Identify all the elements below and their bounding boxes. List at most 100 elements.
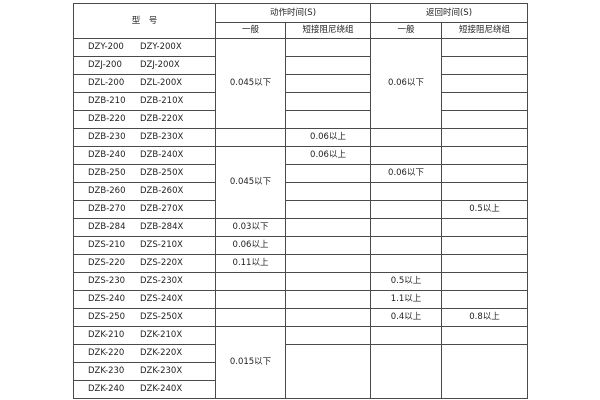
model-cell: DZB-260 DZB-260X [73, 182, 216, 201]
model-name-x: DZB-240X [140, 150, 184, 160]
model-name-x: DZB-284X [140, 222, 184, 232]
empty-cell [285, 218, 371, 237]
table-row: DZS-220 DZS-220X 0.11以上 [73, 254, 528, 273]
empty-cell [285, 236, 371, 255]
empty-cell [370, 218, 442, 237]
model-name: DZK-230 [88, 366, 125, 376]
time-value-cell: 0.4以上 [370, 308, 442, 327]
model-name: DZY-200 [88, 42, 124, 52]
table-row: DZB-284 DZB-284X 0.03以下 [73, 218, 528, 237]
empty-cell [215, 128, 286, 147]
model-cell: DZK-230 DZK-230X [73, 362, 216, 381]
time-value-cell: 1.1以上 [370, 290, 442, 309]
time-value-cell: 0.06以上 [215, 236, 286, 255]
empty-cell [441, 146, 528, 165]
table-row: DZB-220 DZB-220X [73, 110, 528, 129]
model-cell: DZS-230 DZS-230X [73, 272, 216, 291]
time-value-cell: 0.06以下 [370, 38, 442, 129]
model-name: DZK-240 [88, 384, 125, 394]
time-value-cell: 0.06以上 [285, 146, 371, 165]
model-cell: DZS-210 DZS-210X [73, 236, 216, 255]
table-row: DZJ-200 DZJ-200X [73, 56, 528, 75]
empty-cell [441, 110, 528, 129]
time-value-cell: 0.8以上 [441, 308, 528, 327]
header-return-time: 返回时间(S) [370, 3, 528, 23]
time-value-cell: 0.06以上 [285, 128, 371, 147]
empty-cell [285, 308, 371, 327]
model-cell: DZK-220 DZK-220X [73, 344, 216, 363]
model-name: DZJ-200 [88, 60, 122, 70]
model-name: DZS-210 [88, 240, 126, 250]
model-name-x: DZS-220X [140, 258, 183, 268]
model-name: DZS-240 [88, 294, 126, 304]
empty-cell [285, 272, 371, 291]
empty-cell [441, 38, 528, 57]
empty-cell [370, 236, 442, 255]
empty-cell [370, 128, 442, 147]
table-row: DZB-210 DZB-210X [73, 92, 528, 111]
model-name-x: DZB-250X [140, 168, 184, 178]
empty-cell [441, 182, 528, 201]
empty-cell [285, 182, 371, 201]
model-name-x: DZS-250X [140, 312, 183, 322]
model-cell: DZB-240 DZB-240X [73, 146, 216, 165]
model-cell: DZS-240 DZS-240X [73, 290, 216, 309]
model-cell: DZB-210 DZB-210X [73, 92, 216, 111]
empty-cell [441, 290, 528, 309]
model-name-x: DZS-210X [140, 240, 183, 250]
empty-cell [285, 326, 371, 345]
empty-cell [285, 254, 371, 273]
model-name-x: DZK-230X [140, 366, 183, 376]
header-model: 型 号 [73, 3, 216, 39]
table-row: DZY-200 DZY-200X 0.045以下 0.06以下 [73, 38, 528, 129]
model-name: DZS-250 [88, 312, 126, 322]
model-name-x: DZB-230X [140, 132, 184, 142]
model-cell: DZY-200 DZY-200X [73, 38, 216, 57]
empty-cell [285, 74, 371, 93]
model-name-x: DZL-200X [140, 78, 183, 88]
empty-cell [370, 182, 442, 201]
header-action-general: 一般 [215, 22, 286, 39]
model-name: DZK-210 [88, 330, 125, 340]
model-name: DZL-200 [88, 78, 125, 88]
model-cell: DZB-220 DZB-220X [73, 110, 216, 129]
model-name: DZB-230 [88, 132, 126, 142]
table-row: DZS-210 DZS-210X 0.06以上 [73, 236, 528, 255]
model-name: DZS-220 [88, 258, 126, 268]
time-value-cell: 0.03以下 [215, 218, 286, 237]
empty-cell [285, 164, 371, 183]
model-cell: DZB-230 DZB-230X [73, 128, 216, 147]
empty-cell [441, 272, 528, 291]
table-row: DZB-270 DZB-270X 0.5以上 [73, 200, 528, 219]
model-name: DZB-240 [88, 150, 126, 160]
empty-cell [441, 344, 528, 399]
model-name: DZB-220 [88, 114, 126, 124]
empty-cell [285, 38, 371, 57]
model-name: DZB-260 [88, 186, 126, 196]
table-row: DZK-240 DZK-240X [73, 380, 528, 399]
table-row: DZL-200 DZL-200X [73, 74, 528, 93]
table-row: DZS-240 DZS-240X 1.1以上 [73, 290, 528, 309]
model-name: DZB-250 [88, 168, 126, 178]
time-value-cell: 0.11以上 [215, 254, 286, 273]
model-cell: DZB-270 DZB-270X [73, 200, 216, 219]
empty-cell [370, 200, 442, 219]
empty-cell [370, 254, 442, 273]
table-row: DZB-260 DZB-260X [73, 182, 528, 201]
table-row: DZK-220 DZK-220X [73, 344, 528, 399]
model-cell: DZS-220 DZS-220X [73, 254, 216, 273]
time-value-cell: 0.5以上 [441, 200, 528, 219]
empty-cell [441, 56, 528, 75]
model-name: DZB-270 [88, 204, 126, 214]
model-cell: DZK-240 DZK-240X [73, 380, 216, 399]
empty-cell [215, 290, 286, 309]
empty-cell [215, 308, 286, 327]
model-name-x: DZB-260X [140, 186, 184, 196]
model-name-x: DZK-210X [140, 330, 183, 340]
model-name: DZS-230 [88, 276, 126, 286]
empty-cell [285, 200, 371, 219]
time-value-cell: 0.015以下 [215, 326, 286, 399]
table-row: DZS-230 DZS-230X 0.5以上 [73, 272, 528, 291]
model-name: DZB-210 [88, 96, 126, 106]
header-return-short: 短接阻尼绕组 [441, 22, 528, 39]
